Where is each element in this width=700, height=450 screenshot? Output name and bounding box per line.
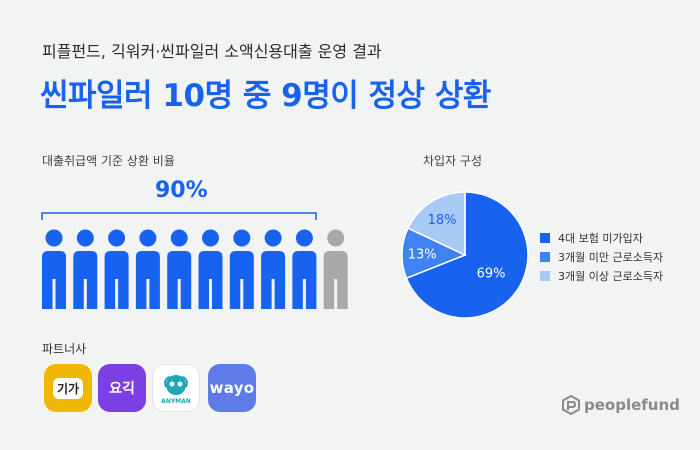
brand-text: peoplefund <box>584 396 680 414</box>
legend-item-2: 3개월 이상 근로소득자 <box>540 268 663 284</box>
headline: 씬파일러 10명 중 9명이 정상 상환 <box>40 78 491 114</box>
legend-item-1: 3개월 미만 근로소득자 <box>540 249 663 265</box>
legend-swatch-2 <box>540 271 550 281</box>
person-icon <box>167 229 192 309</box>
borrower-composition-label: 차입자 구성 <box>423 154 483 168</box>
person-icon <box>42 229 66 309</box>
partner-logo-anyman: ANYMAN <box>152 364 200 412</box>
pie-slice <box>406 191 466 257</box>
pie-slice-label: 13% <box>408 248 437 263</box>
repayment-ratio-value: 90% <box>155 178 208 203</box>
person-icon <box>261 229 286 309</box>
legend-label-1: 3개월 미만 근로소득자 <box>558 251 664 264</box>
partner-logo-anyman-text: ANYMAN <box>161 398 191 405</box>
partner-logo-giga: 기가 <box>44 364 92 412</box>
subtitle: 피플펀드, 긱워커·씬파일러 소액신용대출 운영 결과 <box>42 42 382 61</box>
partner-logo-yogiyo-text: 요긱 <box>109 381 135 397</box>
legend-swatch-0 <box>540 233 550 243</box>
borrower-composition-pie: 69% 13% 18% <box>401 191 529 319</box>
pie-slice-label: 18% <box>428 213 457 228</box>
repayment-ratio-label: 대출취급액 기준 상환 비율 <box>42 154 175 168</box>
peoplefund-brand: peoplefund <box>562 395 680 415</box>
person-icon <box>104 229 129 309</box>
pie-slice-label: 69% <box>477 267 506 282</box>
anyman-mascot-icon <box>164 375 188 395</box>
peoplefund-logo-icon <box>562 395 580 415</box>
legend-item-0: 4대 보험 미가입자 <box>540 230 643 246</box>
legend-label-2: 3개월 이상 근로소득자 <box>558 270 664 283</box>
legend-swatch-1 <box>540 252 550 262</box>
person-icon <box>198 229 223 309</box>
person-icon <box>292 229 317 309</box>
person-icon <box>323 229 348 309</box>
legend-label-0: 4대 보험 미가입자 <box>558 232 643 245</box>
partner-logo-wayo-text: wayo <box>209 379 255 397</box>
partner-logo-wayo: wayo <box>208 364 256 412</box>
person-icon <box>73 229 98 309</box>
partners-label: 파트너사 <box>42 342 87 356</box>
pie-slice <box>405 191 529 319</box>
person-icon <box>135 229 160 309</box>
person-icon <box>229 229 254 309</box>
partner-logo-giga-text: 기가 <box>52 377 84 399</box>
partner-logo-yogiyo: 요긱 <box>98 364 146 412</box>
